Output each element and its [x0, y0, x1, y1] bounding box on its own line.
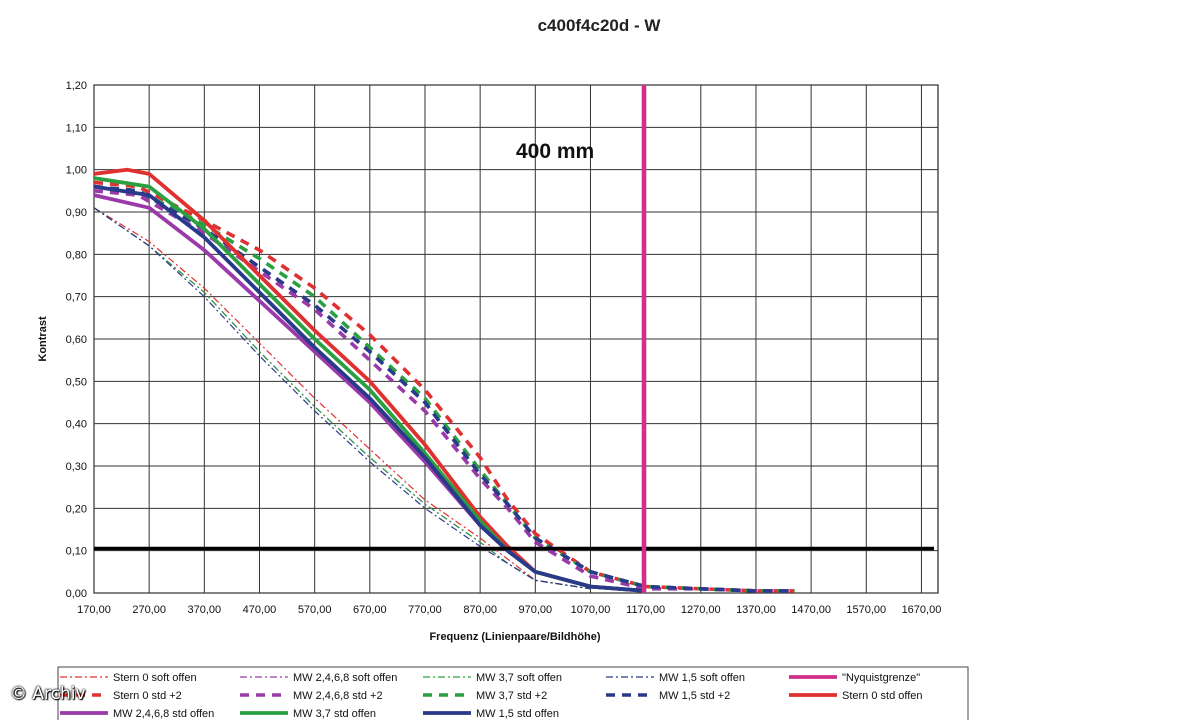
- legend-label: MW 1,5 std offen: [476, 708, 559, 720]
- legend: Stern 0 soft offen MW 2,4,6,8 soft offen M…: [57, 666, 969, 720]
- x-tick-label: 270,00: [132, 604, 166, 616]
- x-tick-label: 670,00: [353, 604, 387, 616]
- y-tick-label: 1,00: [66, 165, 87, 177]
- y-tick-label: 0,10: [66, 546, 87, 558]
- archive-watermark: © Archiv: [10, 684, 86, 704]
- x-tick-label: 470,00: [243, 604, 277, 616]
- series-lines: [93, 167, 795, 593]
- legend-label: MW 1,5 std +2: [659, 690, 730, 702]
- x-tick-label: 570,00: [298, 604, 332, 616]
- reference-lines: [94, 85, 934, 593]
- legend-label: MW 3,7 std offen: [293, 708, 376, 720]
- x-tick-label: 1070,00: [571, 604, 611, 616]
- x-tick-label: 1670,00: [902, 604, 942, 616]
- y-tick-label: 0,70: [66, 292, 87, 304]
- x-tick-label: 1370,00: [736, 604, 776, 616]
- x-tick-label: 1270,00: [681, 604, 721, 616]
- legend-label: Stern 0 std +2: [113, 690, 182, 702]
- y-tick-label: 0,90: [66, 207, 87, 219]
- x-tick-label: 1170,00: [626, 604, 665, 616]
- series-line: [93, 184, 646, 593]
- focal-length-annotation: 400 mm: [516, 140, 594, 163]
- y-tick-label: 0,00: [66, 588, 87, 600]
- x-tick-label: 370,00: [187, 604, 221, 616]
- series-line: [93, 207, 591, 590]
- x-tick-label: 870,00: [463, 604, 497, 616]
- chart-title: c400f4c20d - W: [538, 16, 662, 35]
- legend-label: MW 2,4,6,8 std +2: [293, 690, 383, 702]
- legend-label: Stern 0 soft offen: [113, 672, 197, 684]
- y-tick-label: 0,60: [66, 334, 87, 346]
- y-tick-label: 1,20: [66, 80, 87, 92]
- legend-label: MW 2,4,6,8 soft offen: [293, 672, 397, 684]
- tick-labels: 170,00 270,00 370,00 470,00 570,00 670,00 770,…: [66, 80, 942, 616]
- legend-label: MW 3,7 std +2: [476, 690, 547, 702]
- legend-label: Stern 0 std offen: [842, 690, 923, 702]
- y-tick-label: 1,10: [66, 122, 87, 134]
- series-line: [93, 207, 591, 590]
- y-tick-label: 0,80: [66, 249, 87, 261]
- x-axis-label: Frequenz (Linienpaare/Bildhöhe): [429, 631, 600, 643]
- legend-label: MW 2,4,6,8 std offen: [113, 708, 214, 720]
- y-axis-label: Kontrast: [37, 316, 49, 362]
- y-tick-label: 0,30: [66, 461, 87, 473]
- x-tick-label: 770,00: [408, 604, 442, 616]
- legend-label: "Nyquistgrenze": [842, 672, 920, 684]
- legend-label: MW 1,5 soft offen: [659, 672, 745, 684]
- y-tick-label: 0,50: [66, 376, 87, 388]
- x-tick-label: 1470,00: [791, 604, 831, 616]
- x-tick-label: 1570,00: [846, 604, 886, 616]
- x-tick-label: 970,00: [518, 604, 552, 616]
- series-line: [93, 184, 795, 593]
- y-tick-label: 0,20: [66, 503, 87, 515]
- x-tick-label: 170,00: [77, 604, 111, 616]
- y-tick-label: 0,40: [66, 419, 87, 431]
- legend-label: MW 3,7 soft offen: [476, 672, 562, 684]
